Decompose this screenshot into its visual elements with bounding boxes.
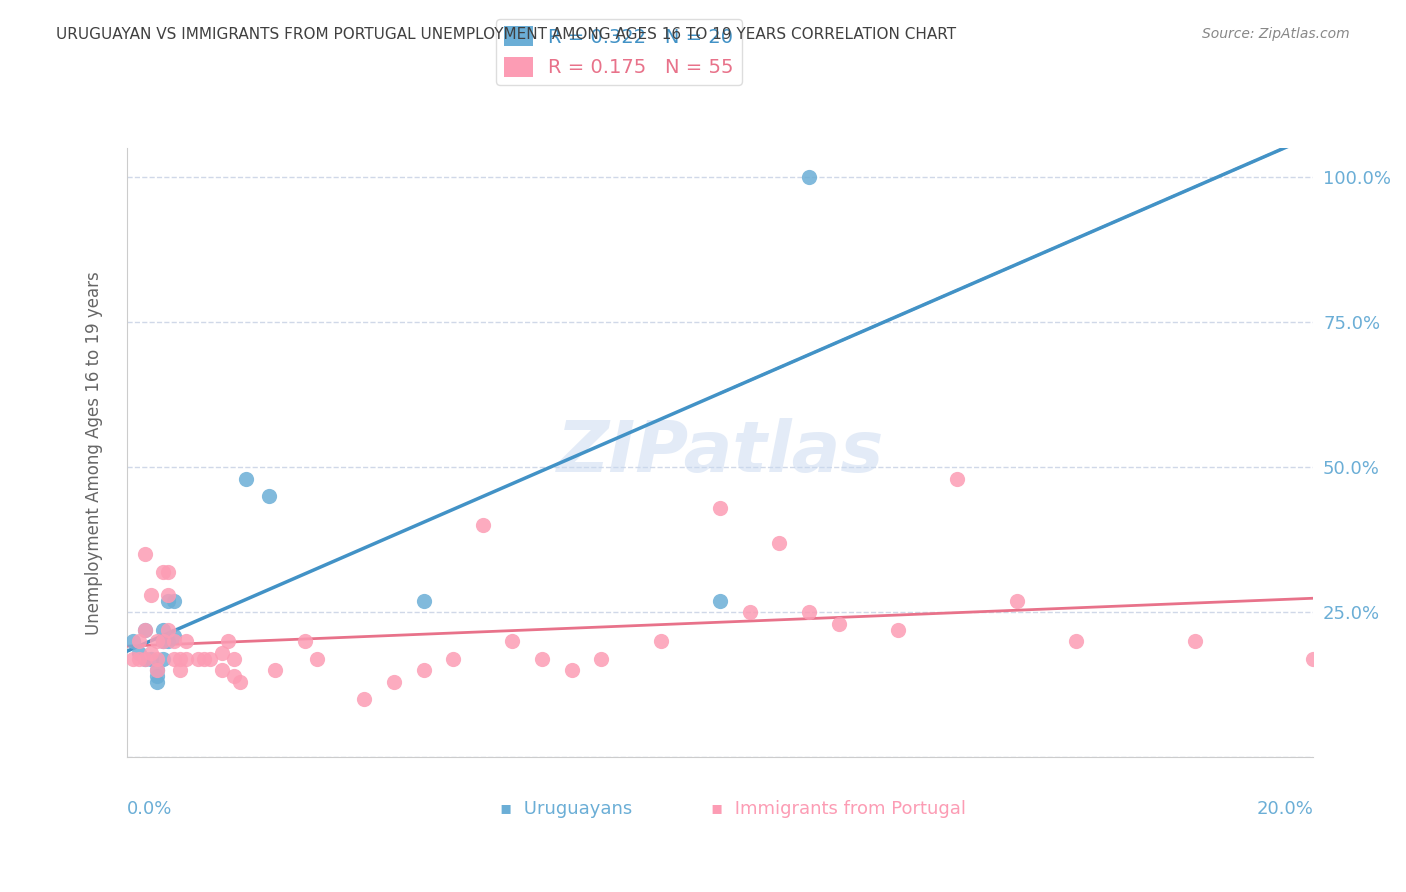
Point: [709, 593, 731, 607]
Point: [152, 623, 174, 637]
Point: [128, 634, 150, 648]
Point: [157, 588, 180, 602]
Point: [163, 593, 186, 607]
Point: [174, 634, 197, 648]
Y-axis label: Unemployment Among Ages 16 to 19 years: Unemployment Among Ages 16 to 19 years: [86, 271, 103, 634]
Point: [157, 623, 180, 637]
Point: [412, 593, 434, 607]
Point: [198, 651, 221, 665]
Text: ▪  Immigrants from Portugal: ▪ Immigrants from Portugal: [711, 800, 966, 818]
Point: [145, 651, 167, 665]
Point: [294, 634, 316, 648]
Point: [471, 518, 494, 533]
Point: [187, 651, 209, 665]
Point: [1005, 593, 1028, 607]
Point: [228, 675, 250, 690]
Point: [412, 664, 434, 678]
Point: [157, 593, 180, 607]
Point: [139, 646, 162, 660]
Point: [163, 634, 186, 648]
Point: [1184, 634, 1206, 648]
Point: [235, 472, 257, 486]
Text: ZIPatlas: ZIPatlas: [557, 418, 884, 487]
Point: [650, 634, 672, 648]
Point: [128, 651, 150, 665]
Point: [121, 651, 143, 665]
Point: [134, 623, 156, 637]
Point: [259, 489, 281, 503]
Point: [591, 651, 613, 665]
Point: [1302, 651, 1324, 665]
Point: [134, 651, 156, 665]
Point: [145, 664, 167, 678]
Point: [163, 651, 186, 665]
Point: [193, 651, 215, 665]
Point: [139, 651, 162, 665]
Point: [887, 623, 910, 637]
Point: [797, 605, 820, 619]
Point: [134, 651, 156, 665]
Point: [305, 651, 328, 665]
Point: [501, 634, 523, 648]
Point: [738, 605, 761, 619]
Point: [169, 651, 191, 665]
Point: [946, 472, 969, 486]
Point: [217, 634, 239, 648]
Point: [157, 565, 180, 579]
Text: URUGUAYAN VS IMMIGRANTS FROM PORTUGAL UNEMPLOYMENT AMONG AGES 16 TO 19 YEARS COR: URUGUAYAN VS IMMIGRANTS FROM PORTUGAL UN…: [56, 27, 956, 42]
Point: [222, 651, 245, 665]
Point: [531, 651, 554, 665]
Point: [353, 692, 375, 706]
Point: [797, 169, 820, 184]
Text: 0.0%: 0.0%: [127, 800, 173, 818]
Point: [152, 651, 174, 665]
Point: [152, 565, 174, 579]
Point: [145, 675, 167, 690]
Legend: R = 0.322   N = 20, R = 0.175   N = 55: R = 0.322 N = 20, R = 0.175 N = 55: [496, 19, 741, 85]
Point: [152, 634, 174, 648]
Point: [382, 675, 405, 690]
Point: [152, 634, 174, 648]
Point: [134, 623, 156, 637]
Point: [222, 669, 245, 683]
Point: [128, 646, 150, 660]
Point: [441, 651, 464, 665]
Point: [145, 664, 167, 678]
Point: [157, 634, 180, 648]
Text: Source: ZipAtlas.com: Source: ZipAtlas.com: [1202, 27, 1350, 41]
Point: [174, 651, 197, 665]
Point: [169, 664, 191, 678]
Point: [145, 669, 167, 683]
Point: [264, 664, 287, 678]
Text: 20.0%: 20.0%: [1257, 800, 1313, 818]
Text: ▪  Uruguayans: ▪ Uruguayans: [499, 800, 631, 818]
Point: [163, 628, 186, 642]
Point: [768, 535, 790, 549]
Point: [828, 616, 851, 631]
Point: [134, 547, 156, 561]
Point: [561, 664, 583, 678]
Point: [211, 646, 233, 660]
Point: [139, 588, 162, 602]
Point: [145, 634, 167, 648]
Point: [1064, 634, 1087, 648]
Point: [211, 664, 233, 678]
Point: [121, 634, 143, 648]
Point: [709, 500, 731, 515]
